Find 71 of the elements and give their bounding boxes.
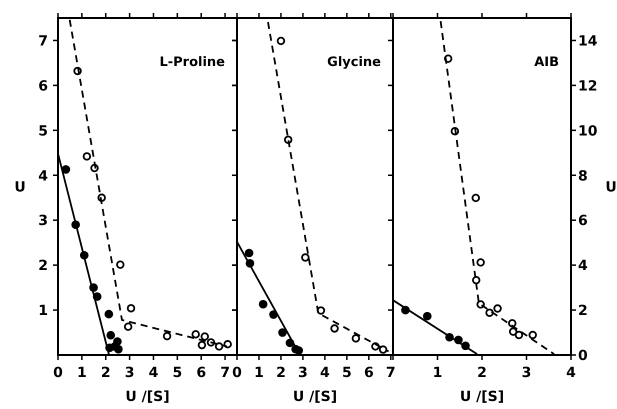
point	[301, 253, 310, 262]
point	[258, 300, 268, 309]
y2-tick-label: 2	[578, 303, 588, 320]
y2-tick-label: 0	[578, 348, 588, 364]
x-tick-label: 1	[432, 365, 442, 381]
point	[472, 276, 480, 284]
point	[104, 310, 114, 318]
x-axis-title: U /[S]	[125, 389, 170, 405]
x-tick-label: 5	[172, 365, 182, 381]
x-tick-label: 6	[364, 365, 374, 381]
point	[276, 36, 286, 46]
point	[192, 330, 200, 339]
x-tick-label: 3	[298, 365, 308, 381]
x-tick-label: 2	[100, 365, 111, 381]
y-tick-label: 7	[38, 33, 48, 50]
text: L-Proline	[159, 55, 226, 70]
point	[244, 248, 254, 258]
y2-tick-label: 8	[578, 168, 588, 184]
point	[485, 308, 494, 317]
text: Glycine	[327, 55, 382, 70]
x-tick-label: 1	[76, 365, 87, 381]
x-tick-label: 4	[566, 365, 576, 381]
point	[514, 330, 524, 340]
x-tick-label: 2	[276, 365, 286, 381]
y-tick-label: 6	[38, 78, 48, 94]
point	[278, 328, 287, 337]
x-tick-label: 3	[124, 365, 134, 381]
point	[116, 260, 124, 269]
y-tick-label: 5	[38, 123, 48, 140]
x-tick-label: 3	[522, 365, 532, 381]
point	[106, 330, 116, 340]
x-tick-label: 7	[386, 365, 396, 381]
y-tick-label: 2	[38, 258, 48, 274]
point	[352, 334, 360, 343]
y-tick-label: 3	[38, 213, 48, 230]
x-tick-label: 4	[148, 365, 159, 381]
x-tick-label: 6	[196, 365, 206, 381]
point	[476, 258, 485, 267]
point	[422, 312, 432, 320]
x-tick-label: 5	[342, 365, 352, 381]
point	[124, 322, 132, 331]
y2-tick-label: 4	[578, 258, 588, 274]
point	[198, 340, 206, 350]
y2-tick-label: 14	[578, 33, 598, 50]
point	[378, 345, 388, 354]
x-tick-label: 2	[477, 365, 487, 381]
point	[493, 304, 502, 313]
x-tick-label: 0	[53, 365, 64, 381]
point	[528, 330, 537, 340]
x-tick-label: 1	[254, 365, 264, 381]
point	[82, 152, 92, 161]
y2-tick-label: 12	[578, 78, 598, 94]
point	[200, 332, 209, 341]
y2-tick-label: 10	[578, 123, 598, 140]
x-tick-label: 0	[232, 365, 242, 381]
x-tick-label: 7	[220, 365, 230, 381]
x-axis-title: U /[S]	[460, 389, 504, 405]
point	[162, 332, 172, 340]
point	[330, 324, 339, 333]
point	[508, 319, 516, 328]
text: AIB	[534, 55, 559, 70]
point	[472, 194, 480, 202]
point	[214, 342, 224, 351]
y2-axis-title: U	[605, 180, 617, 196]
y2-tick-label: 6	[578, 213, 588, 230]
y-tick-label: 1	[38, 303, 48, 320]
y-axis-title: U	[14, 180, 26, 196]
y-tick-label: 4	[38, 168, 48, 184]
x-tick-label: 4	[320, 365, 330, 381]
x-axis-title: U /[S]	[292, 389, 338, 405]
point	[126, 304, 136, 312]
